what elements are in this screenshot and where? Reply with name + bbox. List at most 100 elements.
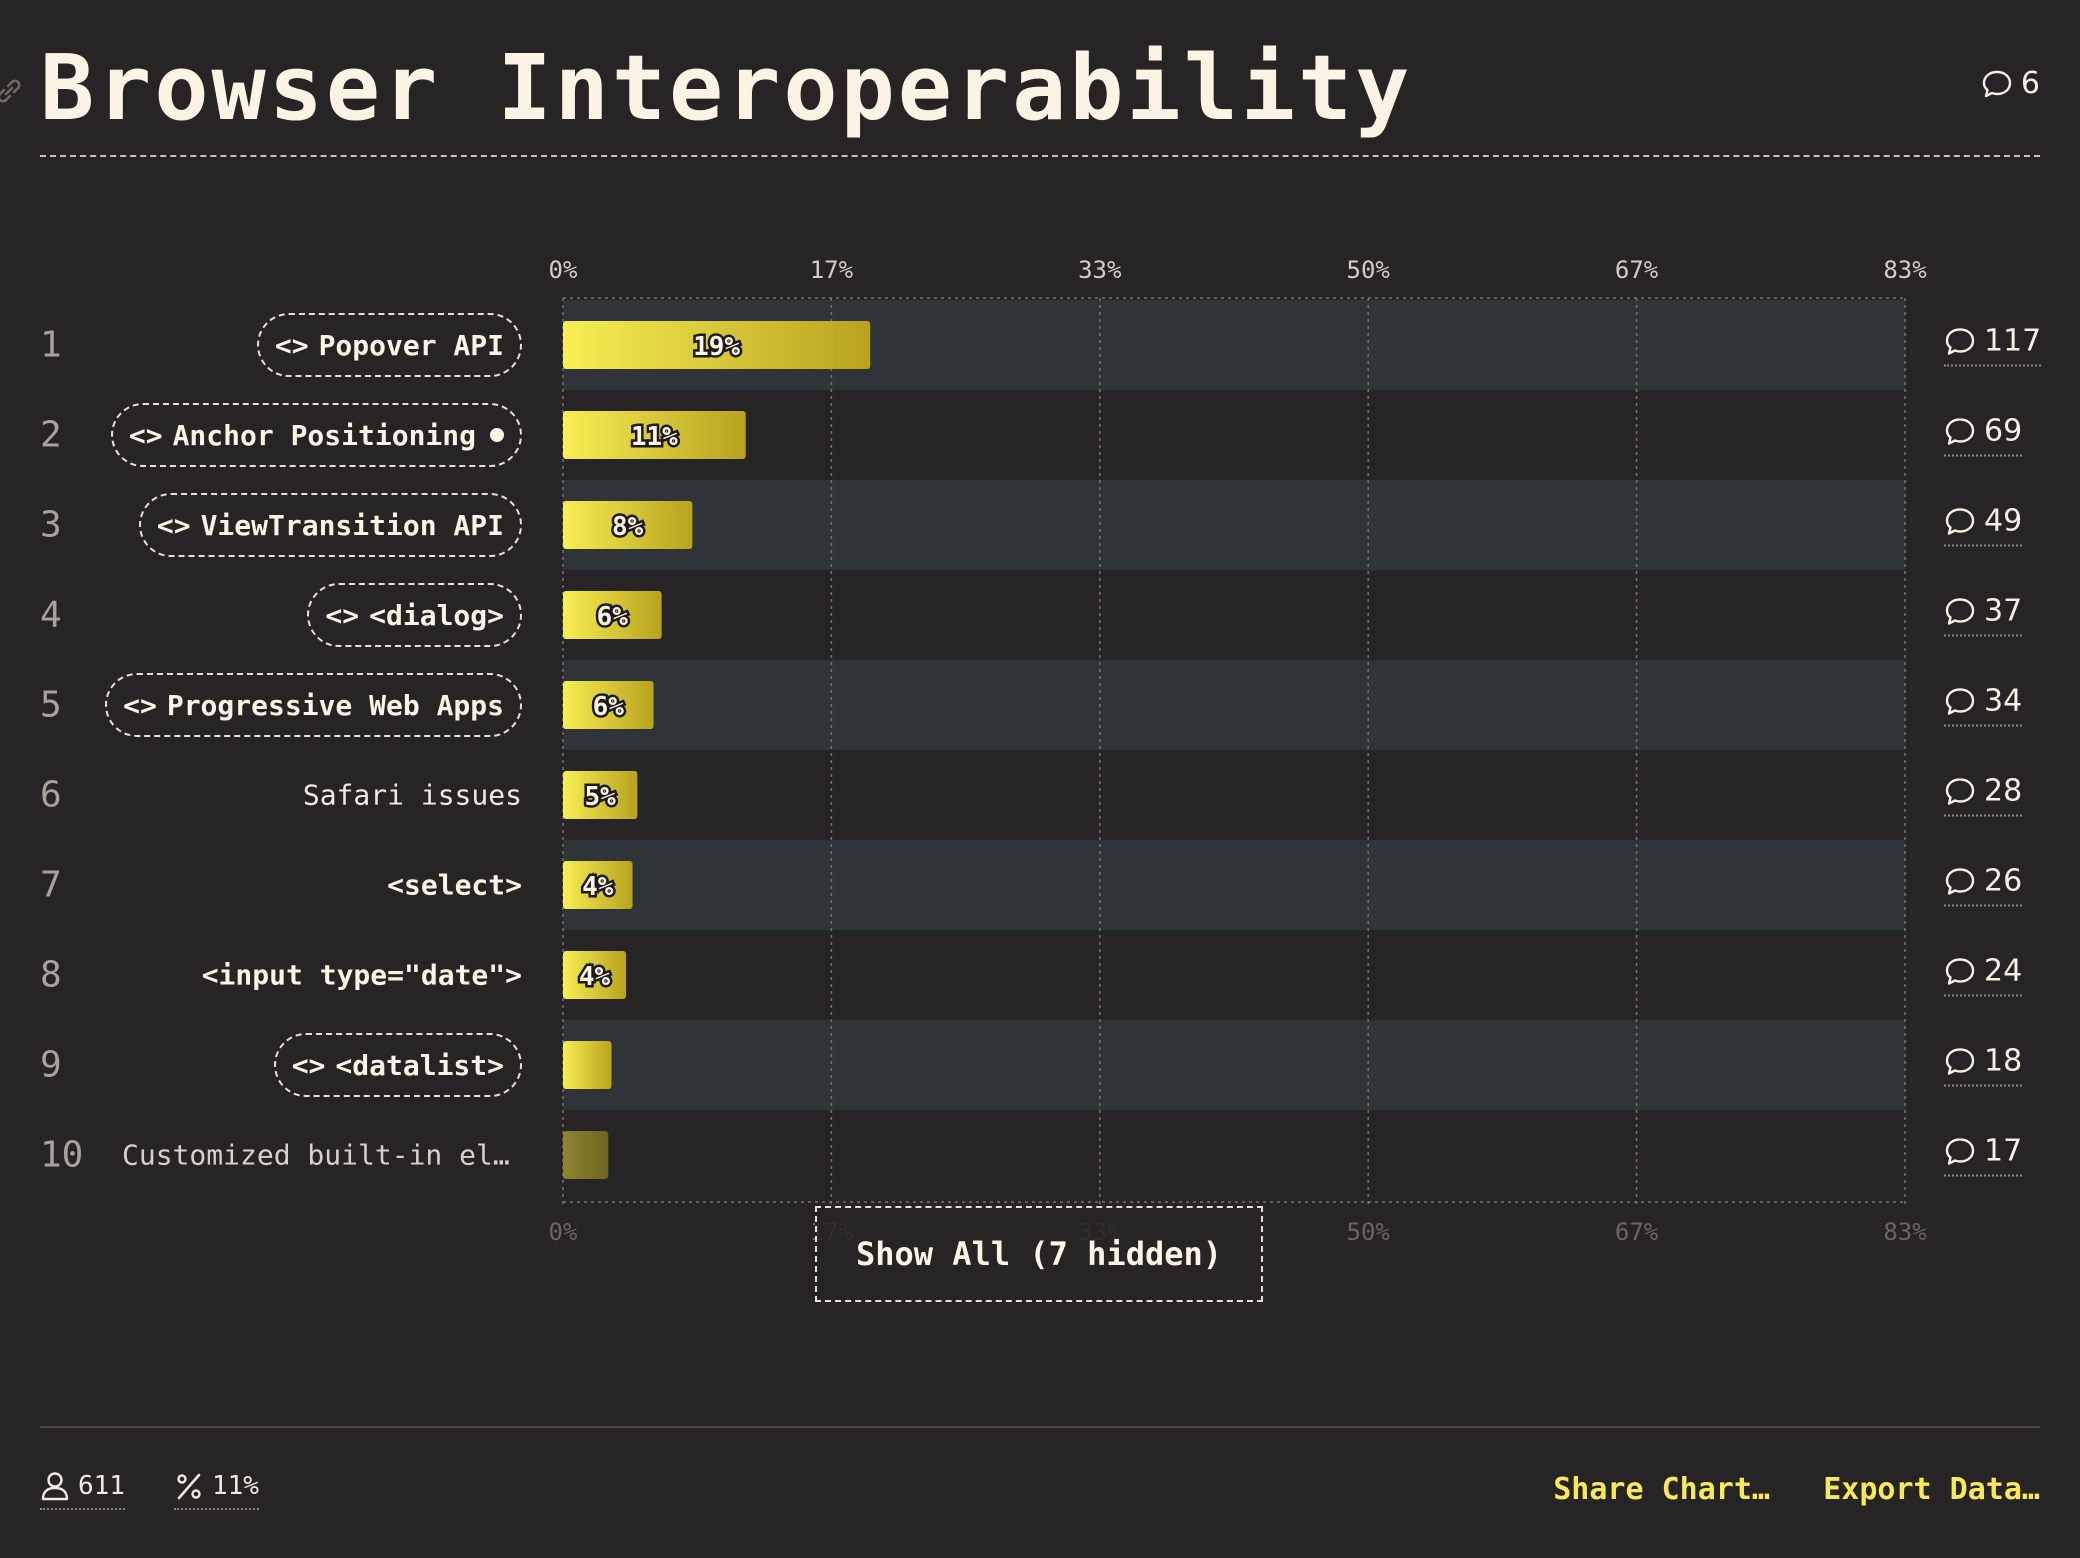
footer-divider [40, 1426, 2040, 1428]
feature-tag[interactable]: <> Popover API [256, 313, 522, 377]
x-tick-label: 17% [810, 256, 854, 284]
code-icon: <> [291, 1048, 326, 1082]
row-rank: 6 [40, 774, 62, 816]
bar[interactable] [563, 591, 662, 639]
bar-value-label: 4% [579, 962, 611, 992]
feature-tag[interactable]: <> <dialog> [307, 583, 522, 647]
x-tick-label-bottom: 50% [1347, 1218, 1391, 1246]
percent-icon [177, 1473, 201, 1500]
x-tick-label: 67% [1615, 256, 1659, 284]
row-comments-button[interactable]: 37 [1944, 593, 2023, 637]
bar-chart: 0%0%17%17%33%33%50%50%67%67%83%83%19%11%… [40, 256, 2042, 1246]
row-label: Customized built-in elem… [122, 1138, 522, 1172]
row-rank: 7 [40, 864, 62, 906]
row-rank: 1 [40, 324, 62, 366]
row-comment-count: 37 [1984, 593, 2023, 629]
comment-icon [1945, 867, 1975, 895]
row-comments-button[interactable]: 28 [1944, 773, 2023, 817]
bar-value-label: 6% [597, 602, 629, 632]
row-rank: 3 [40, 504, 62, 546]
bar[interactable] [563, 411, 746, 459]
row-rank: 4 [40, 594, 62, 636]
row-comments-button[interactable]: 69 [1944, 414, 2023, 457]
row-comments-button[interactable]: 117 [1944, 323, 2042, 367]
row-band [563, 840, 1905, 930]
row-label: <select> [387, 868, 522, 902]
bar[interactable] [563, 861, 633, 909]
feature-tag[interactable]: <> <datalist> [273, 1033, 522, 1097]
feature-tag[interactable]: <> ViewTransition API [138, 493, 522, 557]
feature-tag[interactable]: <> Anchor Positioning [110, 403, 522, 467]
comment-icon [1982, 70, 2012, 97]
row-rank: 10 [40, 1134, 84, 1176]
comment-icon [1945, 957, 1975, 985]
row-band [563, 660, 1905, 750]
row-label: Safari issues [302, 778, 522, 812]
comments-button[interactable]: 6 [1981, 66, 2040, 101]
x-tick-label-bottom: 0% [549, 1218, 578, 1246]
bar[interactable] [563, 501, 693, 549]
bar-value-label: 11% [631, 422, 678, 452]
x-tick-label-bottom: 83% [1883, 1218, 1927, 1246]
row-comment-count: 17 [1984, 1133, 2023, 1169]
export-data-link[interactable]: Export Data… [1823, 1472, 2040, 1507]
x-tick-label: 0% [549, 256, 578, 284]
title-divider [40, 155, 2040, 157]
row-comments-button[interactable]: 49 [1944, 503, 2023, 547]
feature-label: Anchor Positioning [172, 418, 476, 452]
user-icon [41, 1472, 69, 1501]
show-all-button[interactable]: Show All (7 hidden) [815, 1206, 1263, 1302]
chart-canvas: 0%0%17%17%33%33%50%50%67%67%83%83%19%11%… [549, 256, 1928, 1246]
respondents-stat[interactable]: 611 [40, 1470, 125, 1510]
row-rank: 8 [40, 954, 62, 996]
bar-value-label: 5% [585, 782, 617, 812]
bar-value-label: 19% [693, 332, 740, 362]
comment-icon [1945, 1137, 1975, 1165]
link-icon[interactable] [0, 76, 24, 106]
row-comment-count: 49 [1984, 503, 2023, 539]
comment-icon [1945, 507, 1975, 535]
comment-icon [1945, 417, 1975, 445]
bar[interactable] [563, 1131, 609, 1179]
code-icon: <> [128, 418, 163, 452]
row-label: <input type="date"> [201, 958, 522, 992]
respondents-count: 611 [78, 1471, 125, 1501]
bar[interactable] [563, 951, 627, 999]
feature-label: <datalist> [335, 1048, 504, 1082]
bar[interactable] [563, 321, 871, 369]
row-comment-count: 26 [1984, 863, 2023, 899]
row-comment-count: 117 [1984, 323, 2042, 359]
share-chart-link[interactable]: Share Chart… [1553, 1472, 1770, 1507]
comment-icon [1945, 327, 1975, 355]
percent-value: 11% [212, 1471, 259, 1501]
row-rank: 9 [40, 1044, 62, 1086]
feature-tag[interactable]: <> Progressive Web Apps [105, 673, 522, 737]
row-comment-count: 28 [1984, 773, 2023, 809]
bar[interactable] [563, 1041, 612, 1089]
row-rank: 5 [40, 684, 62, 726]
code-icon: <> [274, 328, 309, 362]
row-comments-button[interactable]: 34 [1944, 683, 2023, 727]
x-tick-label: 83% [1883, 256, 1927, 284]
row-rank: 2 [40, 414, 62, 456]
comment-count: 6 [2020, 66, 2040, 101]
bar-value-label: 4% [582, 872, 614, 902]
comment-icon [1945, 597, 1975, 625]
row-comment-count: 34 [1984, 683, 2023, 719]
row-comments-button[interactable]: 26 [1944, 863, 2023, 907]
row-comments-button[interactable]: 17 [1944, 1133, 2023, 1177]
bar[interactable] [563, 681, 654, 729]
bar[interactable] [563, 771, 638, 819]
x-tick-label: 50% [1347, 256, 1391, 284]
x-tick-label-bottom: 67% [1615, 1218, 1659, 1246]
code-icon: <> [325, 598, 360, 632]
comment-icon [1945, 777, 1975, 805]
row-comments-button[interactable]: 24 [1944, 954, 2023, 997]
row-band [563, 480, 1905, 570]
feature-label: Popover API [318, 328, 504, 362]
row-comments-button[interactable]: 18 [1944, 1044, 2023, 1087]
feature-label: <dialog> [369, 598, 504, 632]
status-dot [490, 428, 504, 442]
feature-label: ViewTransition API [200, 508, 504, 542]
percent-stat[interactable]: 11% [174, 1470, 259, 1510]
